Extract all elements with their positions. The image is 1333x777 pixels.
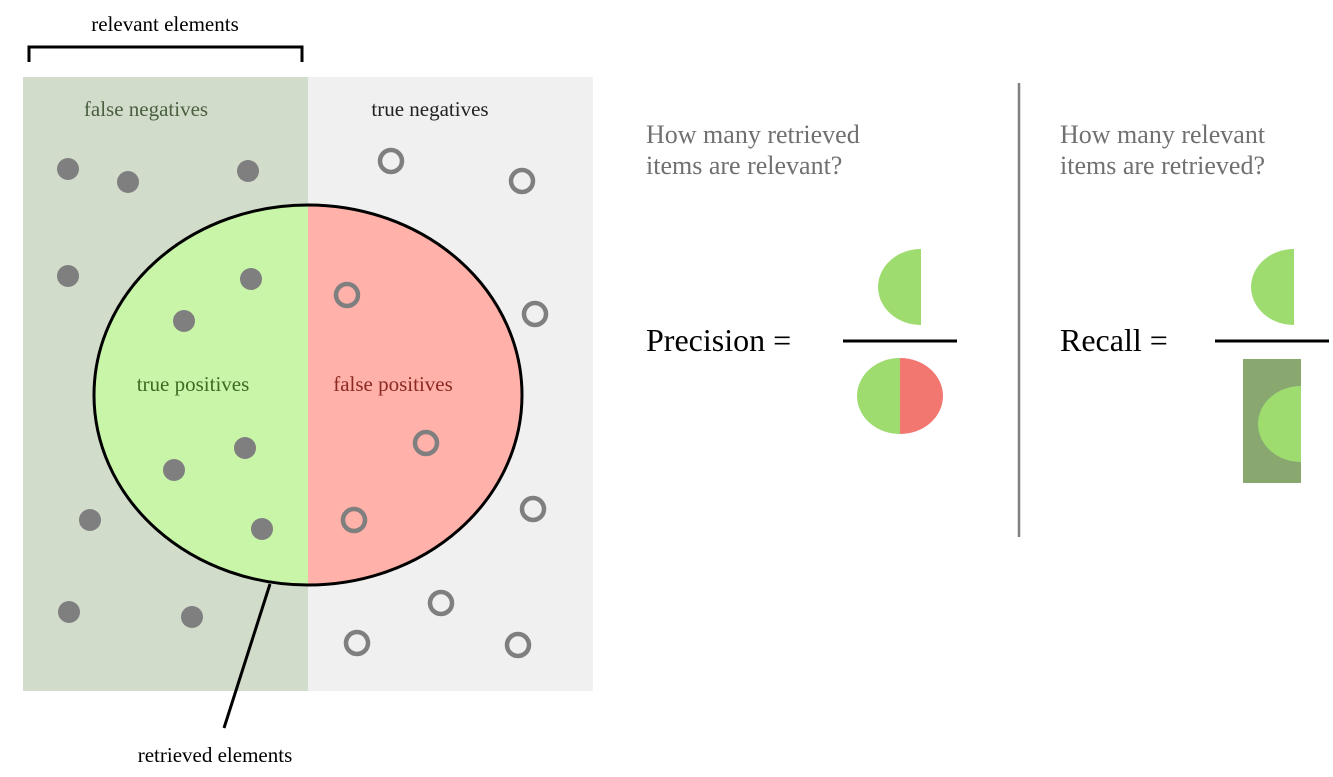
false-positives-label: false positives [333, 372, 453, 396]
irrelevant-items [333, 147, 549, 659]
recall-numerator-true-positives [1251, 249, 1294, 325]
irrelevant-item-ring [343, 629, 371, 657]
relevant-item-dot [57, 158, 79, 180]
precision-denominator-false-positives [900, 358, 943, 434]
relevant-item-dot [251, 518, 273, 540]
relevant-item-dot [79, 509, 101, 531]
irrelevant-item-ring [521, 300, 549, 328]
precision-numerator-true-positives [878, 249, 921, 325]
irrelevant-item-ring [340, 506, 368, 534]
recall-question-line2: items are retrieved? [1060, 151, 1265, 180]
true-positives-region [94, 205, 308, 585]
false-positives-region [308, 205, 522, 585]
retrieved-pointer-line [222, 583, 272, 729]
precision-question-line1: How many retrieved [646, 120, 860, 149]
relevant-item-dot [117, 171, 139, 193]
relevant-item-dot [234, 437, 256, 459]
retrieved-ellipse-outline [92, 203, 524, 587]
retrieved-elements-label: retrieved elements [138, 743, 293, 767]
relevant-item-dot [173, 310, 195, 332]
irrelevant-item-ring [427, 589, 455, 617]
relevant-items [57, 158, 273, 628]
recall-question-line1: How many relevant [1060, 120, 1266, 149]
recall-denominator-true-positives [1258, 386, 1301, 462]
relevant-item-dot [181, 606, 203, 628]
irrelevant-item-ring [519, 495, 547, 523]
recall-label: Recall = [1060, 322, 1168, 358]
irrelevant-item-ring [333, 281, 361, 309]
irrelevant-item-ring [508, 167, 536, 195]
false-negatives-label: false negatives [84, 97, 208, 121]
true-negatives-label: true negatives [371, 97, 488, 121]
relevant-item-dot [57, 265, 79, 287]
relevant-item-dot [237, 160, 259, 182]
precision-question-line2: items are relevant? [646, 151, 842, 180]
irrelevant-item-ring [377, 147, 405, 175]
relevant-item-dot [58, 601, 80, 623]
relevant-elements-label: relevant elements [91, 12, 239, 36]
relevant-bracket [27, 45, 304, 62]
relevant-item-dot [240, 268, 262, 290]
relevant-item-dot [163, 459, 185, 481]
precision-denominator-true-positives [857, 358, 900, 434]
true-positives-label: true positives [137, 372, 250, 396]
precision-label: Precision = [646, 322, 791, 358]
irrelevant-item-ring [504, 631, 532, 659]
irrelevant-item-ring [412, 429, 440, 457]
